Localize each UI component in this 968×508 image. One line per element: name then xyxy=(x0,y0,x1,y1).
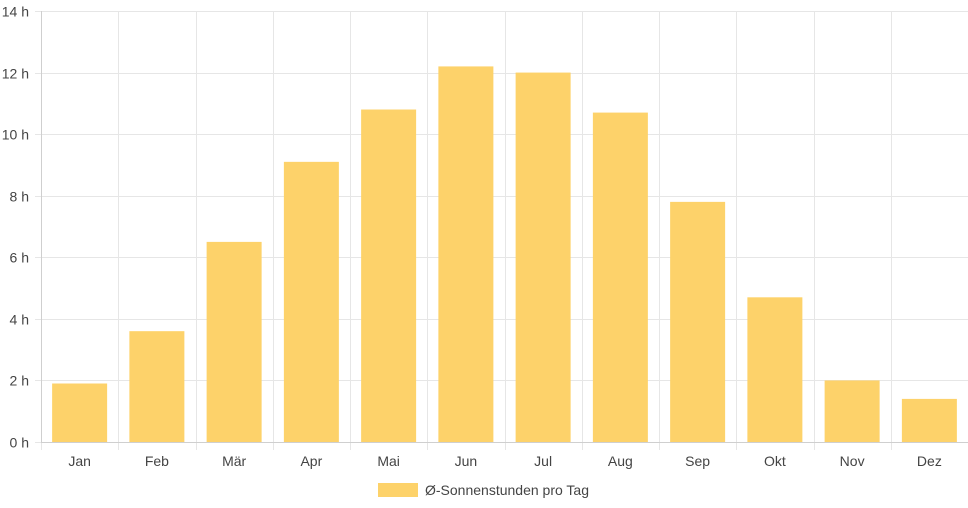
bar-jul[interactable] xyxy=(515,72,571,443)
x-tick-label: Nov xyxy=(840,453,865,469)
legend-swatch xyxy=(378,483,418,497)
bar-mär[interactable] xyxy=(206,241,262,442)
bar-sep[interactable] xyxy=(670,201,726,442)
bar-apr[interactable] xyxy=(283,161,339,442)
y-tick-label: 14 h xyxy=(2,4,29,20)
legend[interactable]: Ø-Sonnenstunden pro Tag xyxy=(378,482,589,498)
bar-dez[interactable] xyxy=(901,398,957,442)
x-tick-label: Feb xyxy=(145,453,169,469)
bar-okt[interactable] xyxy=(747,297,803,442)
legend-label: Ø-Sonnenstunden pro Tag xyxy=(425,482,589,498)
bar-aug[interactable] xyxy=(592,112,648,442)
y-tick-label: 12 h xyxy=(2,66,29,82)
bar-feb[interactable] xyxy=(129,331,185,442)
x-tick-label: Mär xyxy=(222,453,246,469)
y-tick-label: 10 h xyxy=(2,127,29,143)
grid-layer xyxy=(35,11,968,450)
y-tick-label: 6 h xyxy=(10,250,29,266)
y-tick-label: 2 h xyxy=(10,373,29,389)
x-tick-label: Jul xyxy=(534,453,552,469)
bar-jan[interactable] xyxy=(52,383,108,442)
bars-layer xyxy=(52,66,957,443)
x-tick-label: Jan xyxy=(68,453,91,469)
y-tick-label: 4 h xyxy=(10,312,29,328)
y-tick-label: 0 h xyxy=(10,435,29,451)
x-tick-label: Sep xyxy=(685,453,710,469)
bar-jun[interactable] xyxy=(438,66,494,443)
x-tick-label: Jun xyxy=(455,453,478,469)
x-tick-label: Aug xyxy=(608,453,633,469)
x-tick-label: Okt xyxy=(764,453,786,469)
axes-layer: 0 h 2 h 4 h 6 h 8 h 10 h 12 h 14 h Jan Feb Mär Apr M… xyxy=(2,4,968,469)
x-tick-label: Mai xyxy=(377,453,400,469)
x-tick-label: Dez xyxy=(917,453,942,469)
bar-nov[interactable] xyxy=(824,380,880,442)
y-tick-label: 8 h xyxy=(10,189,29,205)
x-tick-label: Apr xyxy=(300,453,322,469)
bar-mai[interactable] xyxy=(361,109,417,442)
